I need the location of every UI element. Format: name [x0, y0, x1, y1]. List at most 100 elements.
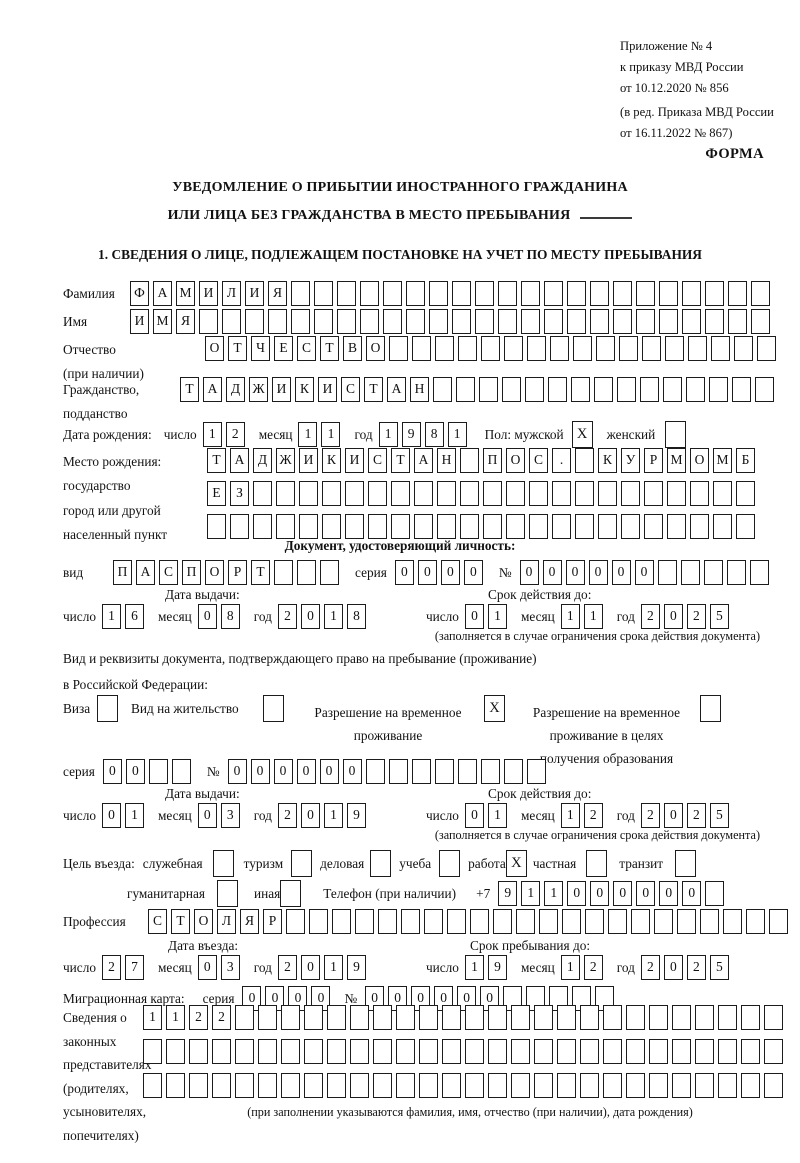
char-cell[interactable]: М: [713, 448, 732, 473]
purpose-official-checkbox[interactable]: [212, 850, 234, 877]
char-cell[interactable]: [680, 560, 700, 585]
char-cell[interactable]: [659, 309, 678, 334]
char-cell[interactable]: 6: [125, 604, 144, 629]
char-cell[interactable]: [304, 1039, 323, 1064]
char-cell[interactable]: А: [230, 448, 249, 473]
char-cell[interactable]: Я: [240, 909, 259, 934]
char-cell[interactable]: 7: [125, 955, 144, 980]
char-cell[interactable]: [550, 336, 569, 361]
char-cell[interactable]: 2: [277, 604, 297, 629]
char-cell[interactable]: [433, 377, 452, 402]
char-cell[interactable]: [603, 1005, 622, 1030]
char-cell[interactable]: Я: [268, 281, 287, 306]
char-cell[interactable]: [345, 481, 364, 506]
char-cell[interactable]: 2: [686, 803, 706, 828]
char-cell[interactable]: [529, 481, 548, 506]
char-cell[interactable]: [268, 309, 287, 334]
char-cell[interactable]: [511, 1073, 530, 1098]
char-cell[interactable]: [705, 881, 725, 906]
char-cell[interactable]: [649, 1039, 668, 1064]
char-cell[interactable]: [368, 514, 387, 539]
char-cell[interactable]: [663, 377, 682, 402]
char-cell[interactable]: [506, 481, 525, 506]
char-cell[interactable]: [488, 1039, 507, 1064]
char-cell[interactable]: [274, 560, 293, 585]
char-cell[interactable]: [475, 309, 494, 334]
char-cell[interactable]: [488, 1005, 507, 1030]
char-cell[interactable]: [644, 481, 663, 506]
char-cell[interactable]: [657, 560, 677, 585]
char-cell[interactable]: [557, 1073, 576, 1098]
char-cell[interactable]: [299, 514, 318, 539]
char-cell[interactable]: 1: [583, 604, 603, 629]
char-cell[interactable]: [626, 1005, 645, 1030]
char-cell[interactable]: 2: [640, 955, 660, 980]
char-cell[interactable]: Т: [364, 377, 383, 402]
char-cell[interactable]: [360, 309, 379, 334]
char-cell[interactable]: 5: [709, 955, 729, 980]
char-cell[interactable]: 0: [197, 604, 217, 629]
char-cell[interactable]: [286, 909, 305, 934]
char-cell[interactable]: [406, 281, 425, 306]
char-cell[interactable]: [534, 1039, 553, 1064]
char-cell[interactable]: 2: [583, 803, 603, 828]
char-cell[interactable]: 2: [189, 1005, 208, 1030]
char-cell[interactable]: Л: [222, 281, 241, 306]
char-cell[interactable]: 0: [542, 560, 562, 585]
char-cell[interactable]: [281, 1073, 300, 1098]
char-cell[interactable]: 0: [663, 803, 683, 828]
char-cell[interactable]: [276, 514, 295, 539]
char-cell[interactable]: [212, 1039, 231, 1064]
char-cell[interactable]: [695, 1005, 714, 1030]
char-cell[interactable]: [544, 309, 563, 334]
char-cell[interactable]: [447, 909, 466, 934]
char-cell[interactable]: М: [667, 448, 686, 473]
char-cell[interactable]: [299, 481, 318, 506]
char-cell[interactable]: [534, 1073, 553, 1098]
char-cell[interactable]: [580, 1073, 599, 1098]
char-cell[interactable]: [470, 909, 489, 934]
char-cell[interactable]: 8: [424, 422, 444, 447]
char-cell[interactable]: [258, 1039, 277, 1064]
char-cell[interactable]: [258, 1073, 277, 1098]
char-cell[interactable]: [368, 481, 387, 506]
char-cell[interactable]: Я: [176, 309, 195, 334]
char-cell[interactable]: [757, 336, 776, 361]
char-cell[interactable]: М: [153, 309, 172, 334]
char-cell[interactable]: [360, 281, 379, 306]
char-cell[interactable]: 0: [197, 955, 217, 980]
char-cell[interactable]: [603, 1073, 622, 1098]
char-cell[interactable]: 8: [346, 604, 366, 629]
char-cell[interactable]: [575, 448, 594, 473]
char-cell[interactable]: [590, 309, 609, 334]
char-cell[interactable]: 0: [227, 759, 247, 784]
char-cell[interactable]: А: [414, 448, 433, 473]
char-cell[interactable]: [378, 909, 397, 934]
char-cell[interactable]: [621, 514, 640, 539]
char-cell[interactable]: 1: [321, 422, 341, 447]
char-cell[interactable]: [580, 1039, 599, 1064]
char-cell[interactable]: 0: [634, 560, 654, 585]
char-cell[interactable]: [751, 309, 770, 334]
char-cell[interactable]: [521, 309, 540, 334]
char-cell[interactable]: 0: [463, 560, 483, 585]
char-cell[interactable]: 0: [417, 560, 437, 585]
purpose-work-checkbox[interactable]: X: [505, 850, 527, 877]
char-cell[interactable]: 0: [319, 759, 339, 784]
char-cell[interactable]: [667, 481, 686, 506]
char-cell[interactable]: [488, 1073, 507, 1098]
char-cell[interactable]: [736, 481, 755, 506]
char-cell[interactable]: [659, 281, 678, 306]
char-cell[interactable]: [465, 1039, 484, 1064]
char-cell[interactable]: [442, 1005, 461, 1030]
char-cell[interactable]: 1: [560, 803, 580, 828]
char-cell[interactable]: [573, 336, 592, 361]
char-cell[interactable]: [337, 309, 356, 334]
char-cell[interactable]: [552, 514, 571, 539]
char-cell[interactable]: [332, 909, 351, 934]
char-cell[interactable]: [764, 1005, 783, 1030]
char-cell[interactable]: И: [199, 281, 218, 306]
char-cell[interactable]: [636, 309, 655, 334]
char-cell[interactable]: И: [245, 281, 264, 306]
char-cell[interactable]: Л: [217, 909, 236, 934]
